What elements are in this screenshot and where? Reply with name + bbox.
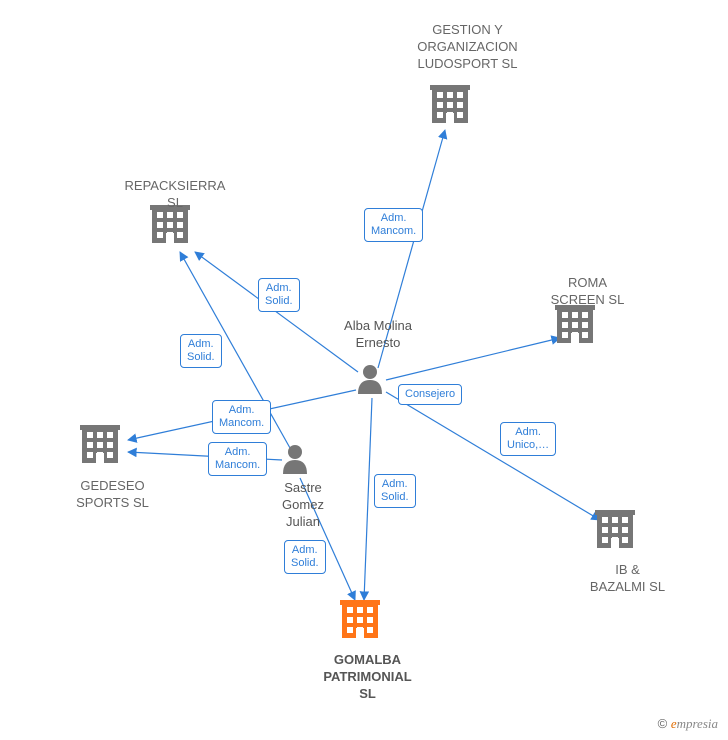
company-icon-gomalba bbox=[340, 600, 380, 640]
person-icon-alba bbox=[358, 365, 382, 394]
edge-label-alba-gedeseo: Adm. Mancom. bbox=[212, 400, 271, 434]
company-label-roma: ROMA SCREEN SL bbox=[540, 275, 635, 309]
company-label-gedeseo: GEDESEO SPORTS SL bbox=[70, 478, 155, 512]
company-label-ib: IB & BAZALMI SL bbox=[580, 562, 675, 596]
company-icon-gestion bbox=[430, 85, 470, 125]
company-label-gomalba: GOMALBA PATRIMONIAL SL bbox=[315, 652, 420, 703]
brand-rest: mpresia bbox=[677, 716, 718, 731]
edge-label-alba-gestion: Adm. Mancom. bbox=[364, 208, 423, 242]
edge-label-sastre-gomalba: Adm. Solid. bbox=[284, 540, 326, 574]
company-icon-roma bbox=[555, 305, 595, 345]
edge-alba-ib bbox=[386, 392, 600, 520]
edge-alba-gomalba bbox=[364, 398, 372, 600]
company-icon-gedeseo bbox=[80, 425, 120, 465]
edge-label-alba-roma: Consejero bbox=[398, 384, 462, 405]
copyright-symbol: © bbox=[658, 716, 668, 731]
edge-label-alba-ib: Adm. Unico,… bbox=[500, 422, 556, 456]
edge-label-alba-repack: Adm. Solid. bbox=[258, 278, 300, 312]
person-label-sastre: Sastre Gomez Julian bbox=[268, 480, 338, 531]
diagram-canvas bbox=[0, 0, 728, 740]
company-icon-ib bbox=[595, 510, 635, 550]
company-label-repack: REPACKSIERRA SL bbox=[120, 178, 230, 212]
company-label-gestion: GESTION Y ORGANIZACION LUDOSPORT SL bbox=[400, 22, 535, 73]
edge-label-sastre-repack: Adm. Solid. bbox=[180, 334, 222, 368]
person-icon-sastre bbox=[283, 445, 307, 474]
copyright: © empresia bbox=[658, 716, 718, 732]
person-label-alba: Alba Molina Ernesto bbox=[328, 318, 428, 352]
edge-label-alba-gomalba: Adm. Solid. bbox=[374, 474, 416, 508]
edge-label-sastre-gedeseo: Adm. Mancom. bbox=[208, 442, 267, 476]
